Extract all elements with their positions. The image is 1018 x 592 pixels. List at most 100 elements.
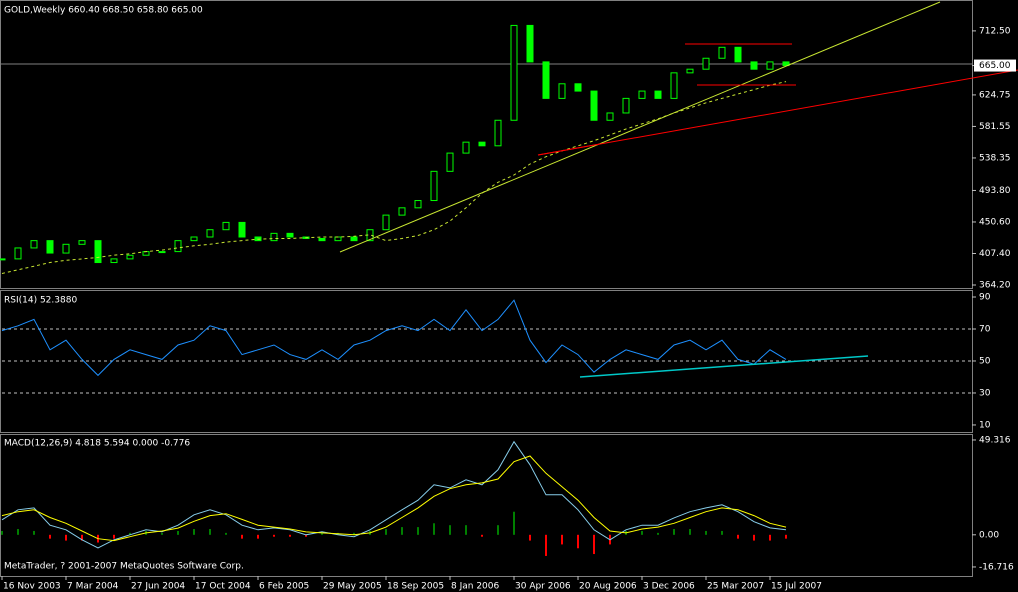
x-tick-label: 16 Nov 2003 bbox=[3, 582, 61, 592]
x-tick-label: 6 Feb 2005 bbox=[259, 582, 309, 592]
x-tick-label: 29 May 2005 bbox=[323, 582, 382, 592]
price-title: GOLD,Weekly 660.40 668.50 658.80 665.00 bbox=[4, 6, 203, 16]
candle bbox=[718, 46, 726, 59]
x-tick-label: 27 Jun 2004 bbox=[131, 582, 185, 592]
trendline bbox=[339, 1, 941, 253]
y-tick-label: 50 bbox=[979, 356, 991, 366]
histogram-bar bbox=[689, 529, 691, 535]
x-tick-label: 8 Jan 2006 bbox=[451, 582, 499, 592]
candle bbox=[382, 214, 390, 231]
histogram-bar bbox=[241, 534, 243, 539]
histogram-bar bbox=[529, 534, 531, 541]
histogram-bar bbox=[593, 534, 595, 555]
trendline bbox=[537, 143, 601, 156]
candle bbox=[350, 236, 358, 242]
y-tick-label: 450.60 bbox=[979, 217, 1011, 227]
histogram-bar bbox=[177, 530, 179, 535]
x-tick-label: 15 Jul 2007 bbox=[771, 582, 822, 592]
histogram-bar bbox=[225, 532, 227, 535]
x-tick-label: 3 Dec 2006 bbox=[643, 582, 695, 592]
y-tick-label: 30 bbox=[979, 388, 991, 398]
candle bbox=[398, 207, 406, 216]
histogram-bar bbox=[129, 532, 131, 535]
moving-average bbox=[1, 81, 787, 274]
histogram-bar bbox=[17, 529, 19, 535]
candle bbox=[766, 61, 774, 70]
histogram-bar bbox=[721, 530, 723, 535]
histogram-bar bbox=[49, 534, 51, 539]
histogram-bar bbox=[385, 529, 387, 535]
candle bbox=[494, 119, 502, 147]
candle bbox=[62, 243, 70, 254]
candle bbox=[94, 240, 102, 264]
y-tick-label: 712.50 bbox=[979, 26, 1011, 36]
y-tick-label: 493.80 bbox=[979, 186, 1011, 196]
candle bbox=[478, 141, 486, 147]
x-tick-label: 7 Mar 2004 bbox=[67, 582, 119, 592]
x-tick-label: 17 Oct 2004 bbox=[195, 582, 251, 592]
histogram-bar bbox=[497, 525, 499, 535]
rsi-panel bbox=[0, 290, 973, 433]
y-tick-label: 70 bbox=[979, 324, 991, 334]
candle bbox=[606, 112, 614, 121]
trendline bbox=[537, 69, 1018, 156]
rsi-title: RSI(14) 52.3880 bbox=[4, 296, 77, 306]
histogram-bar bbox=[209, 529, 211, 535]
y-tick-label: 407.40 bbox=[979, 249, 1011, 259]
candle bbox=[14, 247, 22, 260]
series-line bbox=[1, 299, 787, 377]
price-panel bbox=[0, 0, 973, 289]
candle bbox=[750, 61, 758, 70]
histogram-bar bbox=[33, 530, 35, 535]
candle bbox=[638, 90, 646, 99]
macd-title: MACD(12,26,9) 4.818 5.594 0.000 -0.776 bbox=[4, 439, 190, 449]
rsi-trendline bbox=[579, 355, 869, 378]
candle bbox=[574, 83, 582, 92]
candle bbox=[414, 200, 422, 209]
histogram-bar bbox=[433, 523, 435, 535]
candle bbox=[158, 251, 166, 254]
histogram-bar bbox=[305, 534, 307, 537]
candle bbox=[174, 240, 182, 253]
candle bbox=[190, 236, 198, 242]
histogram-bar bbox=[273, 534, 275, 537]
histogram-bar bbox=[545, 534, 547, 556]
candle bbox=[670, 72, 678, 99]
histogram-bar bbox=[449, 525, 451, 535]
candle bbox=[318, 237, 326, 242]
histogram-bar bbox=[1, 530, 3, 535]
histogram-bar bbox=[257, 534, 259, 539]
y-tick-label: 581.55 bbox=[979, 122, 1011, 132]
histogram-bar bbox=[161, 532, 163, 535]
histogram-bar bbox=[65, 534, 67, 541]
candle bbox=[0, 258, 6, 261]
y-tick-label: 538.35 bbox=[979, 153, 1011, 163]
x-tick-label: 20 Aug 2006 bbox=[579, 582, 637, 592]
candle bbox=[526, 24, 534, 63]
candle bbox=[446, 152, 454, 172]
y-tick-label: 665.00 bbox=[979, 61, 1011, 71]
candle bbox=[206, 229, 214, 238]
x-tick-label: 30 Apr 2006 bbox=[515, 582, 571, 592]
macd-panel bbox=[0, 434, 973, 577]
marks bbox=[0, 24, 972, 556]
histogram-bar bbox=[737, 534, 739, 539]
histogram-bar bbox=[673, 529, 675, 535]
candle bbox=[110, 258, 118, 264]
histogram-bar bbox=[353, 532, 355, 535]
histogram-bar bbox=[513, 511, 515, 535]
candle bbox=[126, 254, 134, 260]
candle bbox=[462, 141, 470, 154]
x-tick-label: 25 Mar 2007 bbox=[707, 582, 764, 592]
histogram-bar bbox=[577, 534, 579, 549]
candle bbox=[734, 46, 742, 63]
histogram-bar bbox=[193, 529, 195, 535]
candle bbox=[622, 97, 630, 114]
series-line bbox=[1, 455, 787, 542]
current-price-box bbox=[974, 59, 1016, 72]
histogram-bar bbox=[705, 530, 707, 535]
candle bbox=[510, 24, 518, 121]
candle bbox=[78, 240, 86, 245]
y-tick-label: -16.716 bbox=[979, 562, 1014, 572]
